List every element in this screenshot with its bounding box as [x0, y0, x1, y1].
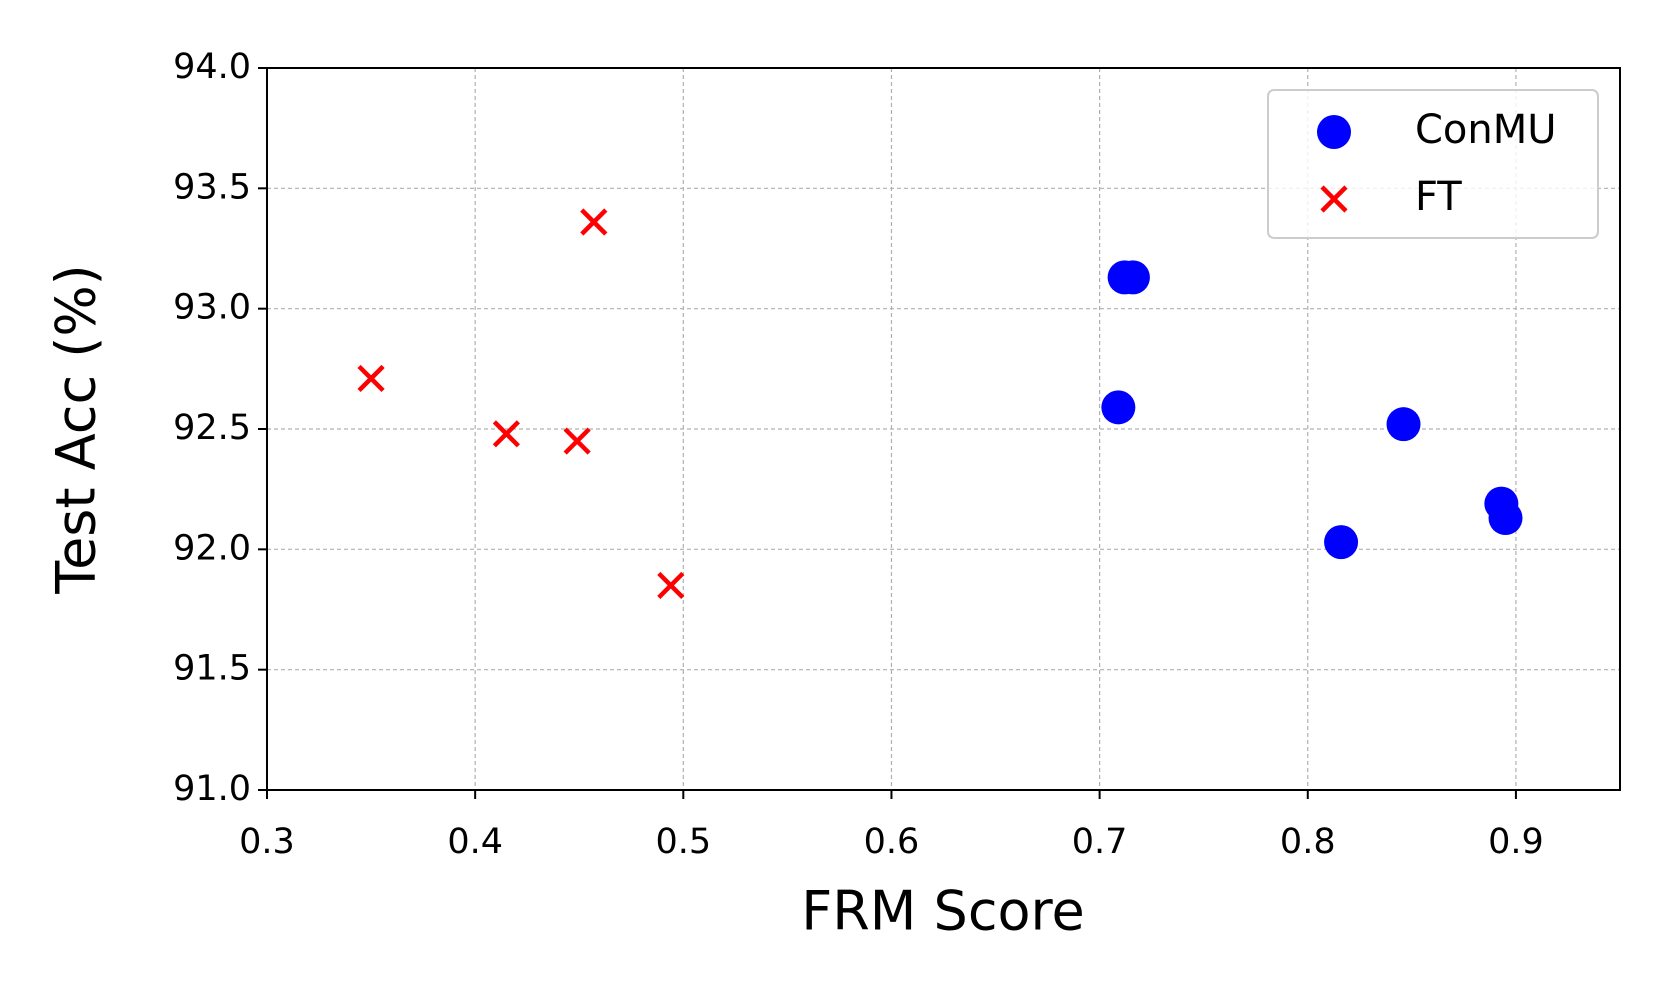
legend-label: FT: [1415, 174, 1462, 220]
x-stroke: [563, 427, 591, 455]
legend-label: ConMU: [1415, 107, 1557, 153]
x-tick-label: 0.7: [1072, 822, 1128, 862]
point: [1101, 390, 1136, 425]
y-axis-label: Test Acc (%): [45, 264, 108, 594]
x-stroke: [357, 364, 385, 393]
x-tick-label: 0.3: [239, 822, 295, 862]
point: [1317, 115, 1351, 149]
legend: ConMU FT: [1267, 89, 1599, 239]
x-tick-label: 0.4: [447, 822, 503, 862]
x-marker: [492, 420, 520, 448]
y-tick-label: 92.5: [173, 408, 251, 448]
point: [1488, 501, 1523, 536]
legend-box: [1267, 89, 1599, 239]
x-marker: [563, 427, 591, 455]
y-tick-label: 91.0: [173, 769, 251, 809]
point: [1386, 407, 1421, 442]
y-tick-label: 91.5: [173, 649, 251, 689]
x-tick-label: 0.8: [1280, 822, 1336, 862]
x-marker: [657, 571, 685, 600]
x-marker: [357, 364, 385, 393]
x-stroke: [1320, 185, 1348, 213]
x-stroke: [580, 208, 608, 236]
y-tick-label: 94.0: [173, 47, 251, 87]
x-tick-label: 0.9: [1488, 822, 1544, 862]
point: [1324, 525, 1359, 560]
x-tick-label: 0.6: [864, 822, 920, 862]
x-stroke: [657, 571, 685, 600]
x-stroke: [492, 420, 520, 448]
y-tick-label: 93.0: [173, 288, 251, 328]
x-tick-label: 0.5: [655, 822, 711, 862]
point: [1115, 260, 1150, 295]
x-marker: [580, 208, 608, 236]
y-tick-label: 92.0: [173, 528, 251, 568]
x-axis-label: FRM Score: [801, 880, 1085, 943]
y-tick-label: 93.5: [173, 167, 251, 207]
x-marker: [1320, 185, 1348, 213]
plot-frame: [266, 67, 1621, 791]
